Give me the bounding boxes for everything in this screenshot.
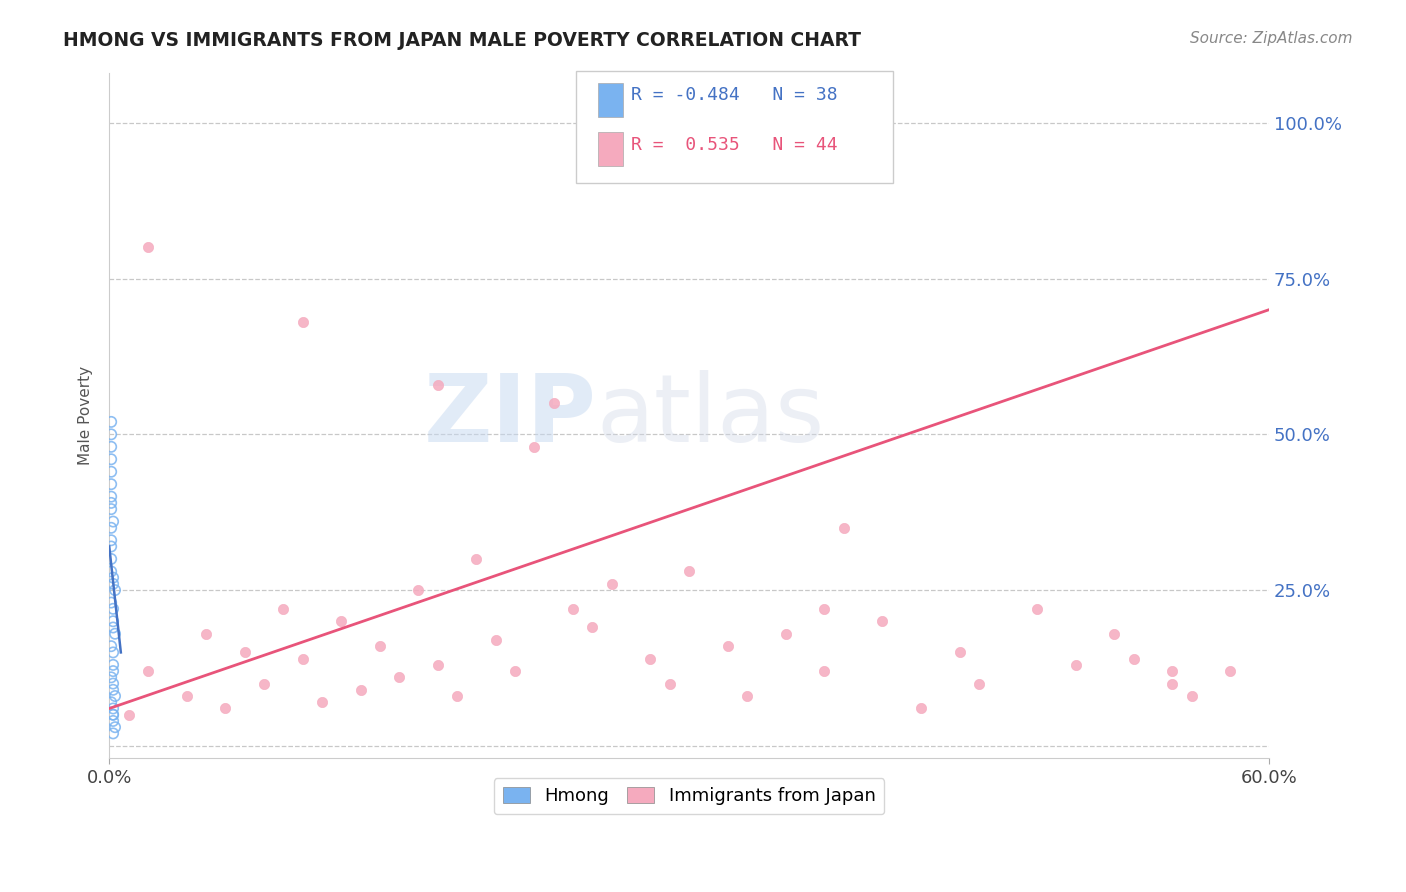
Point — [101, 620, 124, 634]
Point — [658, 676, 681, 690]
Point — [100, 596, 122, 610]
Point — [101, 571, 124, 585]
Point — [100, 540, 122, 554]
Text: atlas: atlas — [596, 369, 824, 462]
Point — [311, 695, 333, 709]
Point — [104, 689, 127, 703]
Point — [136, 240, 159, 254]
Point — [562, 602, 585, 616]
Text: R = -0.484   N = 38: R = -0.484 N = 38 — [631, 87, 838, 104]
Y-axis label: Male Poverty: Male Poverty — [79, 366, 93, 466]
Text: HMONG VS IMMIGRANTS FROM JAPAN MALE POVERTY CORRELATION CHART: HMONG VS IMMIGRANTS FROM JAPAN MALE POVE… — [63, 31, 862, 50]
Point — [523, 440, 546, 454]
Point — [100, 427, 122, 442]
Point — [101, 602, 124, 616]
Point — [1219, 664, 1241, 678]
Point — [100, 477, 122, 491]
Point — [100, 639, 122, 653]
Point — [330, 614, 353, 628]
Text: Source: ZipAtlas.com: Source: ZipAtlas.com — [1189, 31, 1353, 46]
Point — [101, 645, 124, 659]
Point — [100, 465, 122, 479]
Point — [678, 565, 700, 579]
Point — [101, 657, 124, 672]
Point — [1122, 651, 1144, 665]
Text: R =  0.535   N = 44: R = 0.535 N = 44 — [631, 136, 838, 153]
Point — [136, 664, 159, 678]
Point — [271, 602, 294, 616]
Point — [368, 639, 391, 653]
Point — [101, 577, 124, 591]
Point — [735, 689, 758, 703]
Point — [388, 670, 411, 684]
Point — [100, 496, 122, 510]
Point — [426, 377, 449, 392]
Point — [600, 577, 623, 591]
Point — [813, 602, 835, 616]
Point — [717, 639, 740, 653]
Point — [101, 701, 124, 715]
Point — [967, 676, 990, 690]
Point — [446, 689, 468, 703]
Point — [253, 676, 276, 690]
Point — [910, 701, 932, 715]
Point — [233, 645, 256, 659]
Point — [101, 664, 124, 678]
Point — [100, 695, 122, 709]
Point — [640, 651, 662, 665]
Point — [101, 707, 124, 722]
Point — [100, 502, 122, 516]
Point — [872, 614, 894, 628]
Point — [101, 515, 124, 529]
Point — [100, 670, 122, 684]
Point — [104, 626, 127, 640]
Point — [1161, 664, 1184, 678]
Point — [101, 707, 124, 722]
Point — [426, 657, 449, 672]
Point — [485, 632, 508, 647]
Point — [194, 626, 217, 640]
Point — [349, 682, 371, 697]
Point — [117, 707, 139, 722]
Point — [100, 533, 122, 548]
Point — [100, 490, 122, 504]
Point — [1064, 657, 1087, 672]
Point — [1104, 626, 1126, 640]
Point — [104, 583, 127, 598]
Legend: Hmong, Immigrants from Japan: Hmong, Immigrants from Japan — [494, 778, 884, 814]
Point — [408, 583, 430, 598]
Point — [104, 720, 127, 734]
Point — [581, 620, 603, 634]
Point — [176, 689, 198, 703]
Text: ZIP: ZIP — [423, 369, 596, 462]
Point — [1181, 689, 1204, 703]
Point — [1026, 602, 1049, 616]
Point — [101, 714, 124, 728]
Point — [100, 552, 122, 566]
Point — [543, 396, 565, 410]
Point — [291, 315, 314, 329]
Point — [832, 521, 855, 535]
Point — [1161, 676, 1184, 690]
Point — [100, 565, 122, 579]
Point — [291, 651, 314, 665]
Point — [101, 676, 124, 690]
Point — [100, 415, 122, 429]
Point — [949, 645, 972, 659]
Point — [465, 552, 488, 566]
Point — [100, 521, 122, 535]
Point — [214, 701, 236, 715]
Point — [100, 452, 122, 467]
Point — [100, 440, 122, 454]
Point — [775, 626, 797, 640]
Point — [101, 682, 124, 697]
Point — [101, 614, 124, 628]
Point — [813, 664, 835, 678]
Point — [101, 726, 124, 740]
Point — [503, 664, 526, 678]
